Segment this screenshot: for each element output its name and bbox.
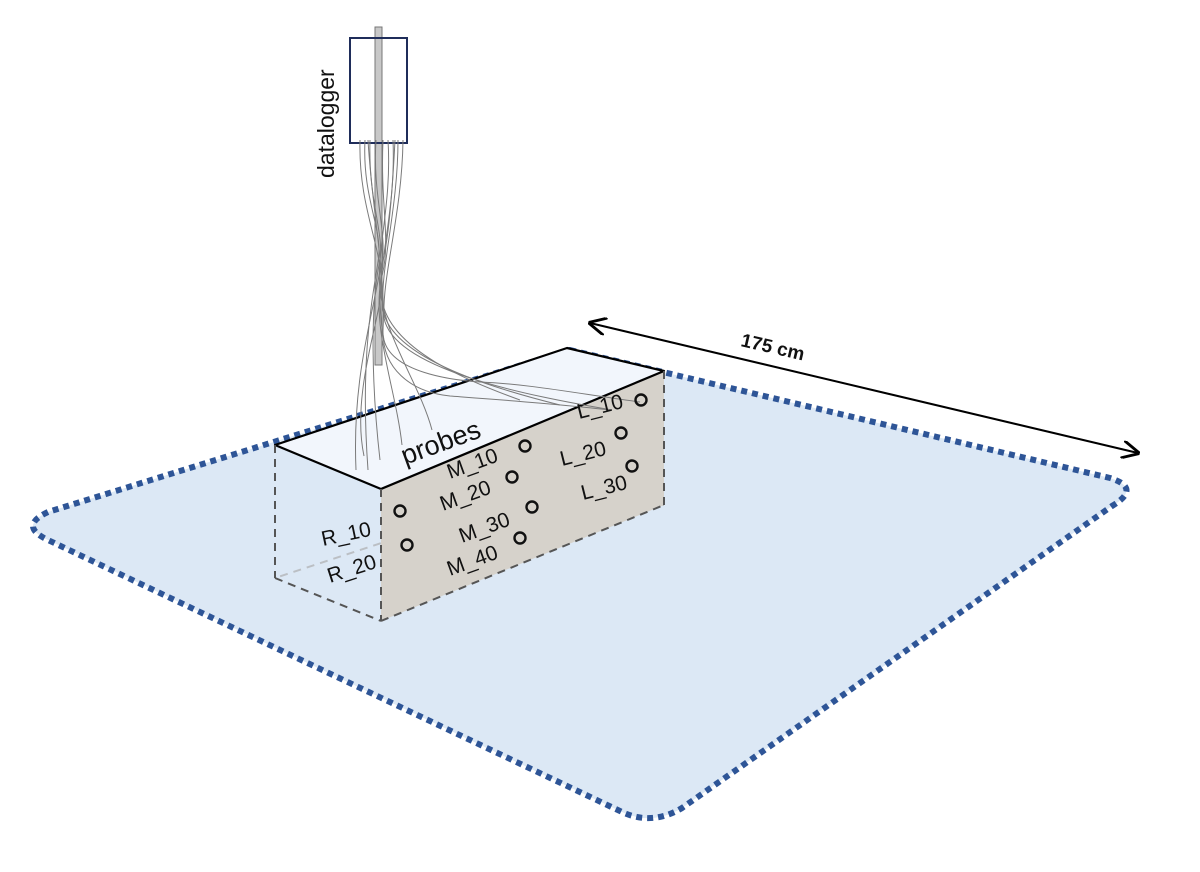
probe-marker-L_30 xyxy=(625,459,639,473)
probe-marker-M_30 xyxy=(525,500,539,514)
datalogger-pole xyxy=(374,26,383,366)
probe-cables xyxy=(355,139,641,471)
dimension-arrow xyxy=(590,323,1138,453)
probe-marker-R_20 xyxy=(400,538,414,552)
probe-marker-R_10 xyxy=(393,504,407,518)
probe-marker-M_20 xyxy=(505,470,519,484)
probe-marker-M_40 xyxy=(513,531,527,545)
datalogger-label: datalogger xyxy=(313,69,339,178)
plot-area xyxy=(30,347,1130,822)
box-left-face xyxy=(275,445,381,621)
datalogger-box xyxy=(349,37,408,144)
probe-marker-M_10 xyxy=(518,439,532,453)
box-visible-edges xyxy=(274,371,665,622)
